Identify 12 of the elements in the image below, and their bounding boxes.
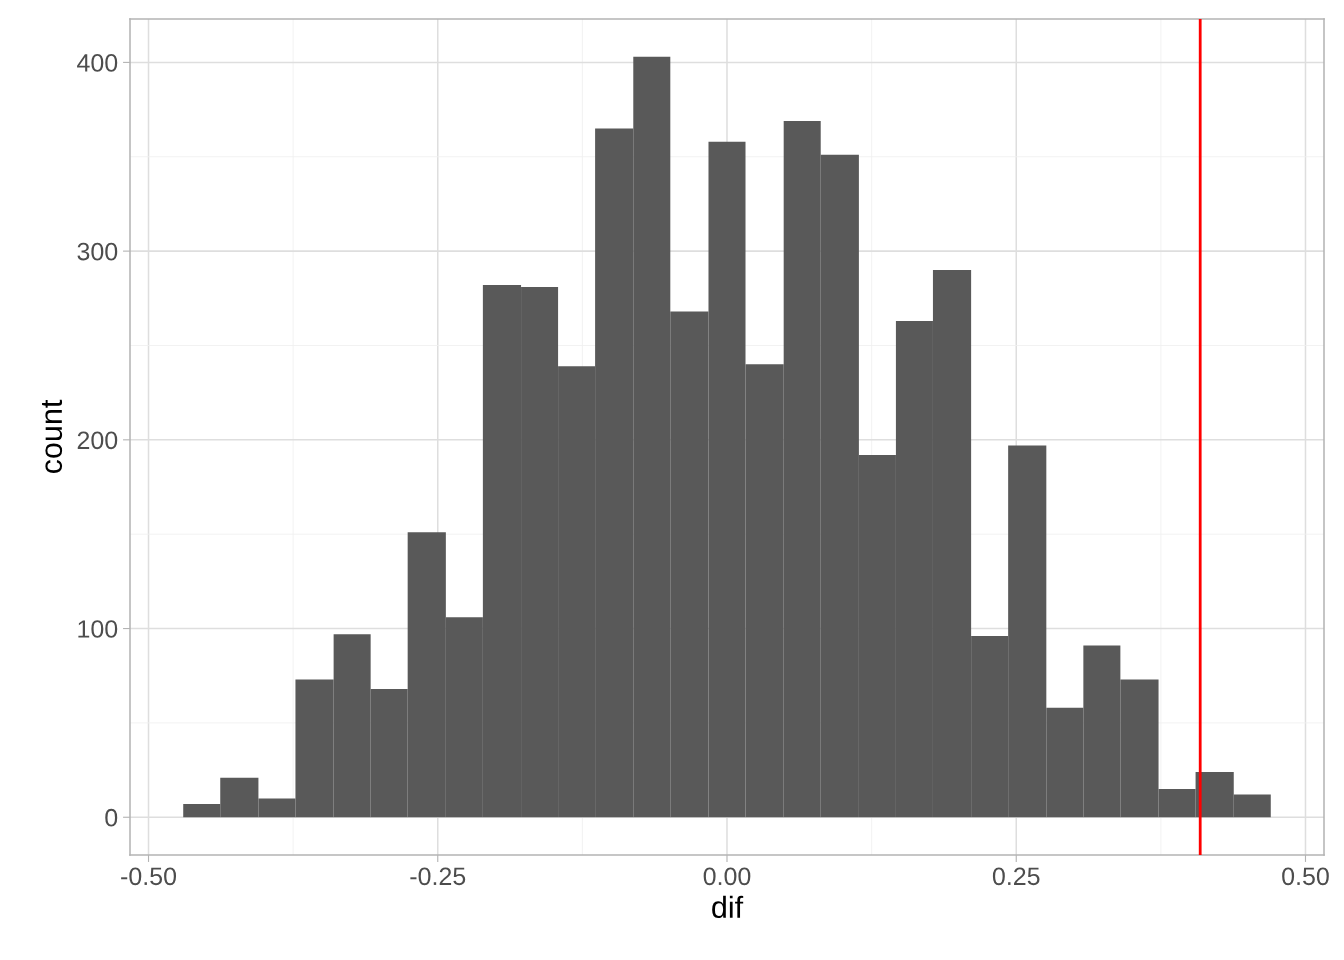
y-tick-label: 0 xyxy=(105,808,118,827)
x-axis-title: dif xyxy=(712,895,744,919)
y-tick-label: 300 xyxy=(77,242,118,261)
x-tick-label: 0.00 xyxy=(703,867,751,886)
x-tick-label: -0.25 xyxy=(410,867,466,886)
y-tick-label: 400 xyxy=(77,54,118,72)
y-tick-label: 200 xyxy=(77,431,118,450)
y-axis-title: count xyxy=(42,399,63,474)
x-tick-label: 0.25 xyxy=(992,867,1040,886)
y-tick-label: 100 xyxy=(78,620,118,638)
x-tick-label: -0.50 xyxy=(121,867,177,886)
x-tick-label: 0.50 xyxy=(1282,867,1329,886)
